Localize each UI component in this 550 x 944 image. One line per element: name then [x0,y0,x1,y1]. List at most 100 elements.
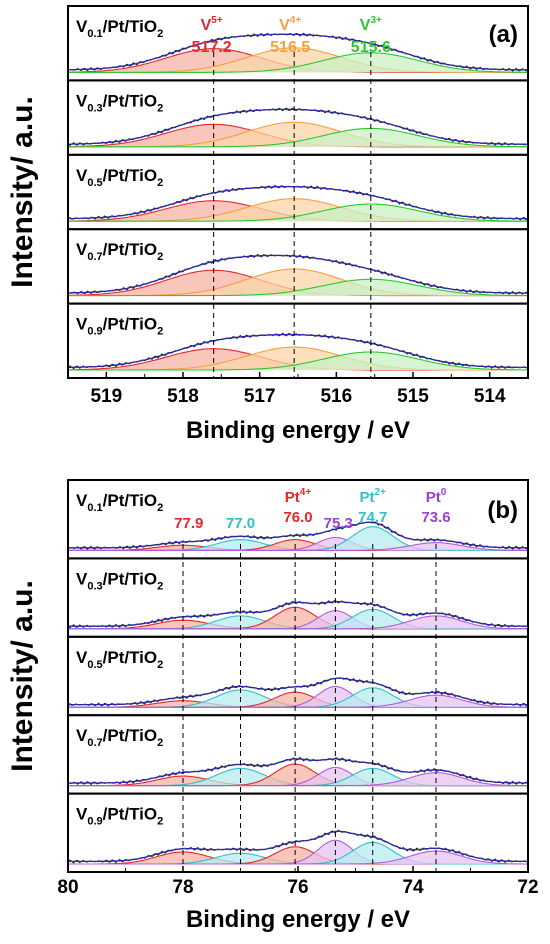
peak-value-label: 76.0 [283,509,312,526]
fit-envelope-line [68,254,528,294]
sample-label: V0.3/Pt/TiO2 [76,91,163,114]
peak-value-label: 75.3 [324,515,353,532]
component-fill [68,539,528,551]
peak-value-label: 73.6 [421,509,450,526]
component-fill [68,270,528,296]
component-line [68,52,528,73]
component-fill [68,700,528,708]
fit-envelope-line [68,521,528,549]
sample-label: V0.7/Pt/TiO2 [76,240,163,263]
peak-value-label: 74.7 [358,509,387,526]
component-fill [68,542,528,551]
fit-envelope-line [68,677,528,706]
component-fill [68,52,528,73]
component-line [68,694,528,708]
fit-envelope-line [68,601,528,627]
panel-label: (a) [489,21,518,48]
sample-label: V0.5/Pt/TiO2 [76,648,163,671]
sample-label: V0.3/Pt/TiO2 [76,569,163,592]
component-fill [68,200,528,222]
x-tick-label: 517 [244,386,276,407]
component-fill [68,47,528,73]
peak-value-label: 77.9 [174,515,203,532]
component-fill [68,269,528,296]
component-fill [68,764,528,786]
y-axis-label: Intensity/ a.u. [6,580,39,772]
x-tick-label: 514 [474,386,506,407]
peak-species-label: V3+ [360,15,382,34]
x-axis-label: Binding energy / eV [186,417,410,444]
sample-label: V0.1/Pt/TiO2 [76,17,163,40]
sample-panel: V0.7/Pt/TiO2 [67,714,529,795]
fit-envelope-line [68,830,528,863]
component-fill [68,279,528,296]
peak-species-label: Pt2+ [360,487,387,506]
component-fill [68,695,528,708]
y-axis-label: Intensity/ a.u. [6,96,39,288]
sample-panel: V0.5/Pt/TiO2 [67,635,529,717]
x-tick-label: 80 [57,877,78,898]
peak-value-label: 515.6 [351,39,391,56]
component-line [68,351,528,371]
fit-envelope-line [67,333,528,369]
panel-b: V0.1/Pt/TiO2 V0.3/Pt/TiO2 V0.5/Pt/TiO2 V0.7… [6,479,539,933]
x-tick-label: 519 [90,386,122,407]
component-line [68,203,528,222]
panel-a: V0.1/Pt/TiO2 V0.3/Pt/TiO2 V0.5/Pt/TiO2 V0.7… [6,5,529,444]
sample-label: V0.1/Pt/TiO2 [76,491,163,514]
component-fill [68,128,528,147]
peak-species-label: V5+ [201,15,223,34]
component-fill [68,347,528,370]
component-fill [68,615,528,629]
x-tick-label: 516 [320,386,352,407]
component-line [68,850,528,865]
peak-value-label: 517.2 [192,39,232,56]
x-tick-label: 72 [517,877,538,898]
fit-envelope-line [68,758,528,784]
component-fill [68,204,528,222]
sample-panel: V0.3/Pt/TiO2 [67,79,529,156]
peak-species-label: V4+ [279,15,301,34]
sample-panel: V0.9/Pt/TiO2 [67,302,529,380]
sample-label: V0.7/Pt/TiO2 [76,726,163,749]
x-tick-label: 515 [397,386,429,407]
component-line [68,542,528,551]
component-fill [68,124,528,147]
sample-panel: V0.1/Pt/TiO2 [67,5,529,82]
component-fill [68,846,528,864]
component-line [68,615,528,630]
x-tick-label: 518 [167,386,199,407]
fit-envelope-line [68,33,529,71]
sample-panel: V0.9/Pt/TiO2 [67,792,529,873]
sample-label: V0.9/Pt/TiO2 [76,805,163,828]
sample-panel: V0.7/Pt/TiO2 [67,228,529,305]
component-fill [68,352,528,370]
sample-panel: V0.3/Pt/TiO2 [67,557,529,638]
component-fill [68,772,528,786]
fit-envelope-line [67,185,528,220]
component-fill [68,692,528,708]
x-tick-label: 74 [402,877,424,898]
component-fill [68,122,528,147]
peak-value-label: 77.0 [226,515,255,532]
component-fill [68,198,528,222]
component-fill [68,48,528,73]
sample-label: V0.5/Pt/TiO2 [76,166,163,189]
sample-panel: V0.5/Pt/TiO2 [67,153,529,231]
peak-value-label: 516.5 [270,39,310,56]
component-fill [68,851,528,864]
x-tick-label: 76 [287,877,308,898]
component-fill [68,607,528,629]
panel-label: (b) [487,497,518,524]
peak-species-label: Pt4+ [285,487,312,506]
x-axis-label: Binding energy / eV [186,906,410,933]
component-fill [68,348,528,370]
component-line [68,772,528,787]
fit-envelope-line [68,108,528,145]
component-line [68,127,528,148]
x-tick-label: 78 [172,877,193,898]
component-line [68,278,528,297]
sample-label: V0.9/Pt/TiO2 [76,315,163,338]
peak-species-label: Pt0 [426,487,447,506]
